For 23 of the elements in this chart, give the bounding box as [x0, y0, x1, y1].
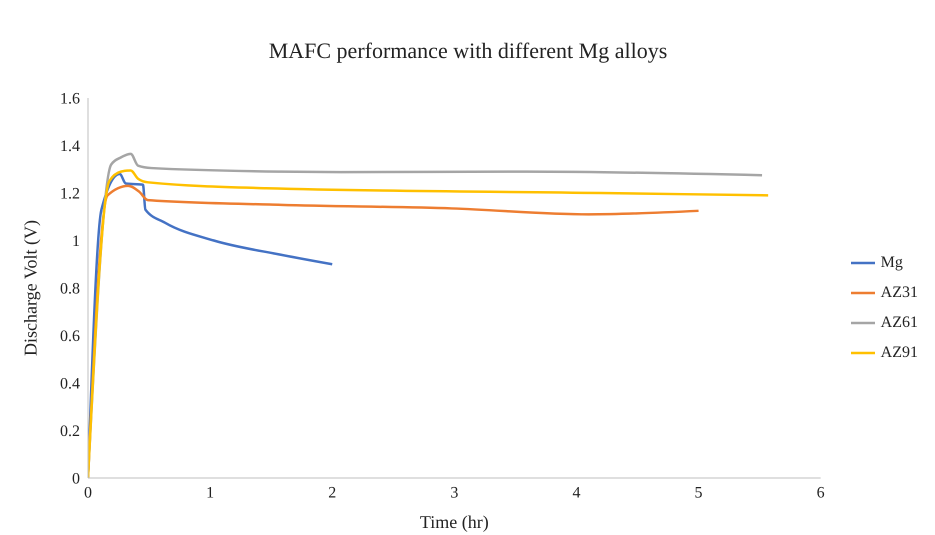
- x-tick-label: 5: [694, 484, 703, 502]
- legend-label: AZ91: [880, 344, 918, 362]
- legend-label: AZ61: [880, 314, 918, 332]
- y-tick-label: 1: [72, 233, 80, 250]
- y-tick-label: 0.6: [60, 328, 80, 346]
- y-tick-label: 1.2: [60, 186, 80, 203]
- y-axis-title: Discharge Volt (V): [20, 220, 40, 356]
- x-tick-label: 6: [816, 484, 825, 502]
- y-tick-label: 1.6: [60, 90, 80, 108]
- y-tick-label: 0.2: [60, 423, 80, 440]
- x-tick-label: 0: [84, 484, 92, 502]
- x-tick-label: 3: [450, 484, 458, 502]
- y-tick-label: 0.4: [60, 376, 80, 393]
- y-tick-label: 0: [72, 470, 80, 488]
- chart-title: MAFC performance with different Mg alloys: [268, 37, 668, 65]
- x-tick-label: 2: [328, 484, 336, 502]
- legend-label: Mg: [880, 254, 903, 272]
- y-tick-label: 1.4: [60, 138, 80, 156]
- y-tick-label: 0.8: [60, 280, 80, 298]
- x-tick-label: 1: [206, 484, 214, 502]
- x-axis-title: Time (hr): [420, 512, 489, 532]
- legend-label: AZ31: [880, 284, 918, 302]
- x-tick-label: 4: [572, 484, 580, 502]
